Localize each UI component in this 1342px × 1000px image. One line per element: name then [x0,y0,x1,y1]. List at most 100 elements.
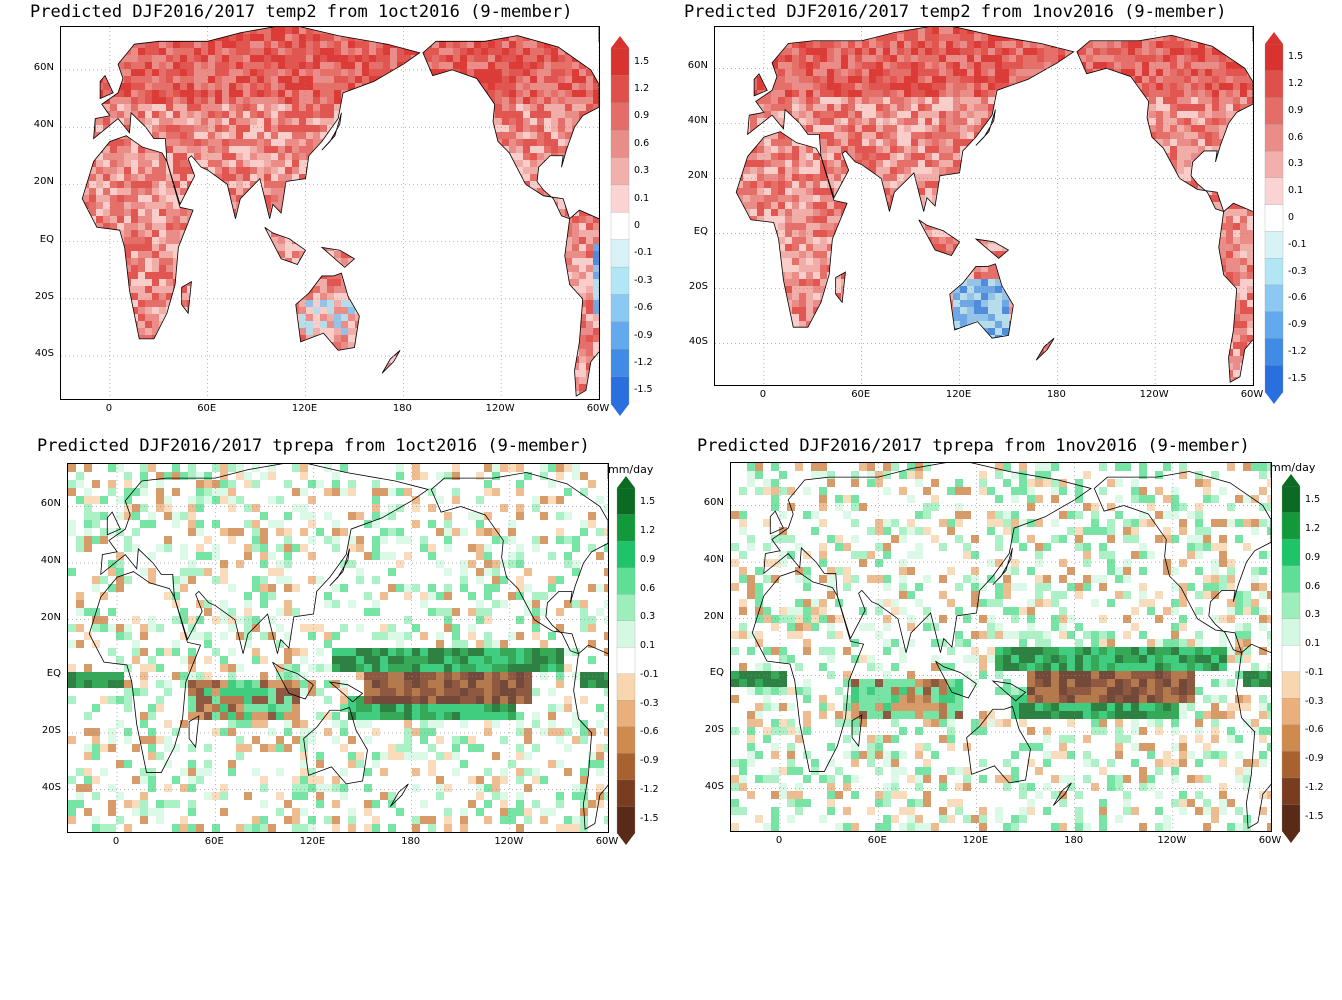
colorbar-label: -0.6 [634,302,653,314]
colorbar-label: 0.6 [1305,580,1321,592]
colorbar-label: 0.1 [640,640,656,652]
colorbar-label: -0.1 [634,247,653,259]
lon-tick-label: 60W [1258,835,1282,846]
lat-tick-label: 40S [41,781,61,793]
colorbar-label: 1.2 [1288,78,1304,90]
colorbar-label: -0.6 [640,726,659,738]
lon-tick-label: 60E [204,836,224,847]
lon-tick-label: 0 [112,836,120,847]
map-plot [67,463,609,833]
colorbar-label: 1.5 [1288,51,1304,63]
colorbar-label: 0.9 [1288,104,1304,116]
colorbar-label: 1.5 [640,496,656,508]
colorbar-label: 0 [634,220,641,231]
map-plot [730,462,1272,832]
colorbar-label: 0.6 [634,137,650,149]
lon-tick-label: 60W [586,403,610,414]
lon-tick-label: 60E [867,835,887,846]
colorbar-label: -0.6 [1288,292,1307,304]
colorbar-unit: mm/day [1270,461,1316,474]
colorbar-label: -0.1 [1305,666,1324,678]
lon-tick-label: 120E [299,836,326,847]
lat-tick-label: 20S [34,290,54,302]
colorbar-label: -1.5 [1305,810,1324,822]
colorbar-label: 0.3 [634,165,650,177]
lat-tick-label: EQ [693,225,708,237]
colorbar-label: -0.6 [1305,724,1324,736]
lon-tick-label: 180 [1064,835,1084,846]
lat-tick-label: 20S [41,724,61,736]
lat-tick-label: EQ [39,233,54,245]
panel-title: Predicted DJF2016/2017 tprepa from 1nov2… [697,436,1250,456]
lat-tick-label: 60N [33,61,54,73]
colorbar-unit: mm/day [608,463,654,476]
lon-tick-label: 60W [1240,389,1264,400]
lat-tick-label: 40N [33,119,54,131]
colorbar-label: 1.2 [1305,523,1321,535]
colorbar-label: 0.1 [1305,638,1321,650]
lon-tick-label: 60E [197,403,217,414]
lon-tick-label: 180 [401,836,421,847]
colorbar-label: -0.9 [1288,319,1307,331]
colorbar-label: 0 [1288,212,1295,223]
colorbar [610,36,630,420]
lat-tick-label: EQ [46,668,61,680]
colorbar-label: -0.3 [1288,265,1307,277]
colorbar-label: 0.3 [640,611,656,623]
colorbar [616,476,636,849]
colorbar-label: 0.9 [640,553,656,565]
colorbar-label: 0.9 [1305,551,1321,563]
lon-tick-label: 0 [105,403,113,414]
lon-tick-label: 120W [494,836,524,847]
panel-title: Predicted DJF2016/2017 temp2 from 1nov20… [684,2,1227,22]
lat-tick-label: 60N [687,60,708,72]
lat-tick-label: 40N [687,115,708,127]
colorbar-label: 0.3 [1288,158,1304,170]
colorbar-label: -1.2 [640,783,659,795]
lon-tick-label: 60W [595,836,619,847]
lon-tick-label: 0 [775,835,783,846]
map-plot [60,26,600,400]
colorbar-label: -0.3 [1305,695,1324,707]
colorbar-label: 0.3 [1305,609,1321,621]
lat-tick-label: 20S [704,723,724,735]
lat-tick-label: 20N [687,170,708,182]
lon-tick-label: 180 [392,403,412,414]
colorbar-label: -0.9 [1305,753,1324,765]
colorbar-label: 0.6 [640,582,656,594]
lon-tick-label: 180 [1046,389,1066,400]
colorbar-label: -1.2 [1288,345,1307,357]
lat-tick-label: 60N [40,498,61,510]
lat-tick-label: 40N [40,555,61,567]
lat-tick-label: 40N [703,554,724,566]
colorbar-label: 0.1 [1288,185,1304,197]
colorbar-label: -1.5 [1288,372,1307,384]
colorbar [1281,474,1301,847]
lat-tick-label: 20N [703,610,724,622]
lon-tick-label: 120E [945,389,972,400]
lon-tick-label: 60E [851,389,871,400]
lon-tick-label: 120E [962,835,989,846]
lon-tick-label: 120W [1139,389,1169,400]
colorbar-label: -1.5 [640,812,659,824]
map-plot [714,26,1254,386]
colorbar-label: 0.9 [634,110,650,122]
colorbar-label: 0.1 [634,192,650,204]
colorbar-label: -1.2 [634,356,653,368]
colorbar [1264,32,1284,408]
colorbar-label: -1.5 [634,384,653,396]
lat-tick-label: 20N [33,176,54,188]
lat-tick-label: 60N [703,497,724,509]
colorbar-label: 1.5 [634,55,650,67]
colorbar-label: 1.2 [640,525,656,537]
colorbar-label: 1.2 [634,83,650,95]
lat-tick-label: EQ [709,667,724,679]
lon-tick-label: 120W [485,403,515,414]
lat-tick-label: 40S [704,780,724,792]
lon-tick-label: 120E [291,403,318,414]
colorbar-label: -0.9 [640,755,659,767]
colorbar-label: -0.1 [1288,238,1307,250]
colorbar-label: -1.2 [1305,781,1324,793]
colorbar-label: 1.5 [1305,494,1321,506]
lat-tick-label: 20S [688,280,708,292]
